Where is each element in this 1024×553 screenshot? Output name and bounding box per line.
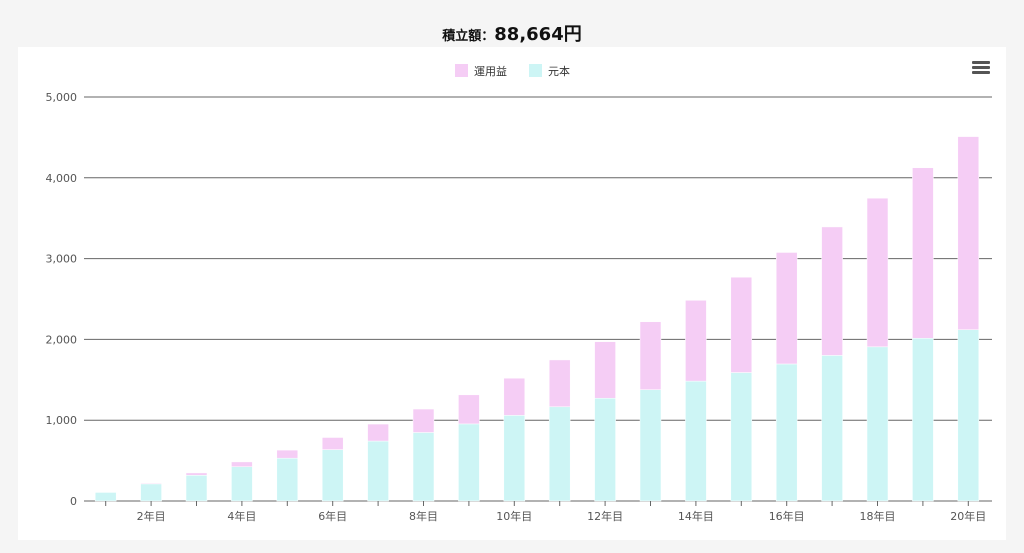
total-amount-header: 積立額：88,664円 [0,20,1024,46]
y-axis-ticks: 0 1,000 2,000 3,000 4,000 5,000 [46,91,78,508]
bar-segment[interactable] [594,341,616,399]
y-tick-label: 1,000 [46,414,78,427]
legend-swatch [455,64,468,77]
bar-segment[interactable] [775,363,798,502]
bar-segment[interactable] [458,423,480,502]
chart-menu-icon[interactable] [972,61,990,77]
y-tick-label: 5,000 [46,91,78,104]
bar-segment[interactable] [140,482,162,485]
bar-segment[interactable] [548,359,571,408]
bar-segment[interactable] [503,415,526,502]
x-tick-label: 20年目 [950,509,986,523]
x-tick-label: 6年目 [318,509,347,523]
y-tick-label: 4,000 [46,172,78,185]
bar-segment[interactable] [821,355,843,502]
bar-segment[interactable] [912,338,934,502]
bar-segment[interactable] [730,372,753,502]
bar-segment[interactable] [231,466,253,502]
bar-segment[interactable] [321,437,344,450]
bar-segment[interactable] [912,167,934,339]
y-tick-label: 2,000 [46,333,78,346]
bar-segment[interactable] [957,329,980,502]
bar-segment[interactable] [639,389,662,502]
y-tick-label: 0 [70,495,77,508]
bar-segment[interactable] [594,397,616,502]
bar-segment[interactable] [639,321,662,390]
bar-segment[interactable] [185,472,208,476]
legend-item[interactable]: 運用益 [455,64,507,78]
x-tick-label: 14年目 [678,509,714,523]
bar-segment[interactable] [185,475,208,502]
bar-segment[interactable] [775,252,798,365]
bar-segment[interactable] [458,394,480,425]
bar-segment[interactable] [866,346,889,502]
x-tick-label: 18年目 [860,509,896,523]
bar-segment[interactable] [231,461,253,467]
x-tick-label: 16年目 [769,509,805,523]
bar-segment[interactable] [685,380,707,502]
bar-segment[interactable] [94,492,117,502]
bars [94,136,980,502]
bar-segment[interactable] [503,377,526,416]
bar-segment[interactable] [821,226,843,356]
x-axis-ticks: 2年目 4年目 6年目 8年目 10年目 12年目 14年目 16年目 18年目 20年目 [105,501,986,523]
y-tick-label: 3,000 [46,253,78,266]
legend-label: 運用益 [474,64,507,78]
bar-segment[interactable] [276,449,299,459]
bar-segment[interactable] [957,136,980,330]
bar-segment[interactable] [730,276,753,373]
grid-lines [84,96,992,502]
bar-segment[interactable] [367,423,389,442]
bar-segment[interactable] [140,483,162,502]
total-amount-value: 88,664円 [494,24,582,45]
legend[interactable]: 運用益 元本 [455,64,570,78]
x-tick-label: 2年目 [137,509,166,523]
total-amount-label: 積立額： [442,29,495,44]
x-tick-label: 12年目 [587,509,623,523]
bar-segment[interactable] [367,440,389,502]
bar-segment[interactable] [276,457,299,502]
bar-segment[interactable] [685,300,707,382]
bar-segment[interactable] [412,408,435,433]
bar-segment[interactable] [412,432,435,502]
legend-item[interactable]: 元本 [529,64,570,78]
x-tick-label: 10年目 [496,509,532,523]
bar-segment[interactable] [866,197,889,348]
legend-label: 元本 [548,64,570,78]
bar-segment[interactable] [548,406,571,502]
legend-swatch [529,64,542,77]
bar-segment[interactable] [321,449,344,502]
x-tick-label: 8年目 [409,509,438,523]
x-tick-label: 4年目 [227,509,256,523]
